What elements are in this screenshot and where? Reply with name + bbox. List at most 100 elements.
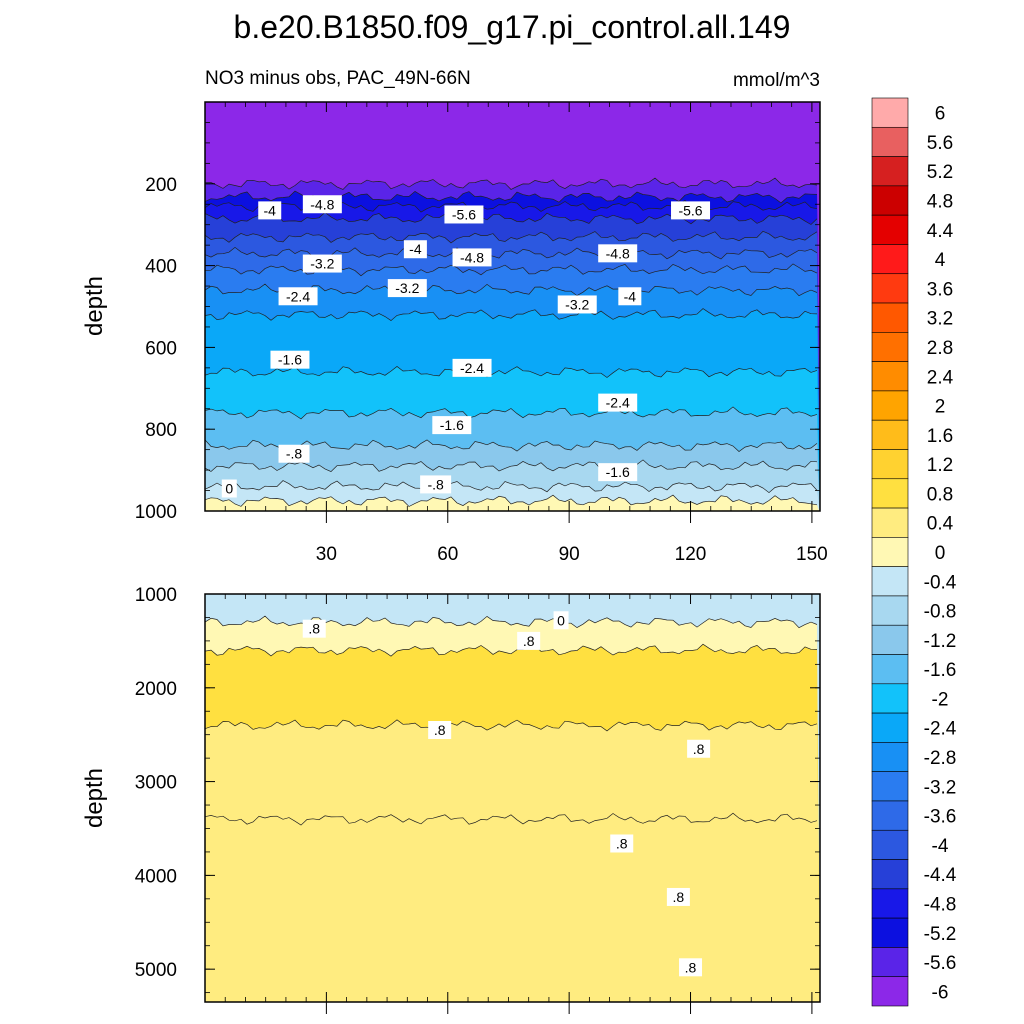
x-tick-label: 90 xyxy=(559,544,580,565)
contour-label: 0 xyxy=(553,611,569,630)
colorbar-swatch xyxy=(871,302,909,333)
x-tick-label: 30 xyxy=(316,544,337,565)
lower-contour-labels: 0 .8 .8 .8 .8 .8 .8 .8 xyxy=(302,611,711,977)
svg-text:-4.8: -4.8 xyxy=(460,249,484,265)
svg-text:.8: .8 xyxy=(673,889,685,905)
colorbar-swatch xyxy=(871,829,909,860)
colorbar-label: -3.2 xyxy=(924,777,957,798)
colorbar-label: 5.6 xyxy=(927,133,953,154)
upper-contour-labels: -4 -4.8-5.6 -5.6-4-4.8 -4.8-3.2-3.2-4-2.4-3… xyxy=(221,195,711,498)
svg-text:-3.2: -3.2 xyxy=(310,256,334,272)
colorbar-label: 3.2 xyxy=(927,309,953,330)
contour-label: .8 xyxy=(687,739,711,758)
svg-text:-4: -4 xyxy=(264,202,277,218)
colorbar-label: -2 xyxy=(932,689,949,710)
upper-axes: 200 400 600 800 1000 xyxy=(135,101,820,523)
svg-text:0: 0 xyxy=(557,612,565,628)
colorbar-label: -5.6 xyxy=(924,953,957,974)
contour-label: .8 xyxy=(679,958,703,977)
colorbar-swatch xyxy=(871,683,909,714)
colorbar-label: 0.8 xyxy=(927,484,953,505)
y-tick-label: 600 xyxy=(145,338,177,359)
lower-axes: 1000 2000 3000 4000 5000 xyxy=(135,585,820,1014)
colorbar-swatch xyxy=(871,595,909,626)
colorbar-swatch xyxy=(871,419,909,450)
contour-label: -2.4 xyxy=(452,358,492,377)
colorbar-label: 2 xyxy=(935,397,946,418)
contour-line xyxy=(205,308,818,322)
contour-label: -1.6 xyxy=(598,463,638,482)
x-tick-label: 150 xyxy=(796,544,828,565)
colorbar-swatch xyxy=(871,712,909,743)
contour-label: -2.4 xyxy=(278,287,318,306)
y-tick-label: 4000 xyxy=(135,866,177,887)
y-tick-label: 2000 xyxy=(135,679,177,700)
contour-label: 0 xyxy=(221,479,237,498)
colorbar-label: -4.4 xyxy=(924,865,957,886)
lower-plot-frame xyxy=(204,593,821,1003)
contour-label: .8 xyxy=(666,887,690,906)
colorbar-swatch xyxy=(871,126,909,157)
colorbar-label: 1.2 xyxy=(927,455,953,476)
contour-label: .8 xyxy=(517,631,541,650)
colorbar-label: 0.4 xyxy=(927,514,954,535)
svg-text:-.8: -.8 xyxy=(286,446,303,462)
colorbar-swatch xyxy=(871,859,909,890)
x-tick-labels: 30 60 90 120 150 xyxy=(316,544,828,565)
svg-text:.8: .8 xyxy=(308,621,320,637)
contour-label: -5.6 xyxy=(444,205,484,224)
colorbar-swatch xyxy=(871,537,909,567)
colorbar-label: 6 xyxy=(935,104,946,125)
contour-line xyxy=(205,459,818,473)
colorbar-swatch xyxy=(871,214,909,245)
colorbar-swatch xyxy=(871,97,909,128)
colorbar-label: 5.2 xyxy=(927,162,953,183)
contour-label: .8 xyxy=(610,834,634,853)
contour-label: -4.8 xyxy=(598,244,638,263)
contour-line xyxy=(205,177,818,190)
colorbar-swatch xyxy=(871,449,909,480)
contour-label: -.8 xyxy=(420,475,452,494)
svg-text:-5.6: -5.6 xyxy=(678,202,702,218)
colorbar-swatch xyxy=(871,361,909,392)
colorbar-label: 4.8 xyxy=(927,192,953,213)
contour-label: -4 xyxy=(618,287,642,306)
svg-text:-2.4: -2.4 xyxy=(460,360,484,376)
units-label: mmol/m^3 xyxy=(733,70,820,91)
colorbar-label: -2.4 xyxy=(924,719,957,740)
colorbar-swatch xyxy=(871,478,909,509)
colorbar-label: 2.8 xyxy=(927,338,953,359)
svg-text:-3.2: -3.2 xyxy=(565,296,589,312)
y-tick-label: 1000 xyxy=(135,585,177,606)
colorbar-label: -2.8 xyxy=(924,748,957,769)
colorbar-label: -6 xyxy=(932,982,949,1003)
svg-text:-2.4: -2.4 xyxy=(606,395,630,411)
colorbar-swatch xyxy=(871,185,909,216)
x-tick-label: 60 xyxy=(437,544,458,565)
colorbar-label: -5.2 xyxy=(924,924,957,945)
svg-text:-4: -4 xyxy=(409,241,422,257)
svg-text:-2.4: -2.4 xyxy=(286,288,310,304)
colorbar-swatch xyxy=(871,771,909,802)
svg-text:.8: .8 xyxy=(693,741,705,757)
contour-line xyxy=(205,263,818,277)
y-tick-label: 3000 xyxy=(135,773,177,794)
contour-line xyxy=(205,212,818,225)
colorbar-label: 4.4 xyxy=(927,221,954,242)
colorbar-label: -0.8 xyxy=(924,602,957,623)
colorbar-label: 1.6 xyxy=(927,426,953,447)
y-tick-label: 400 xyxy=(145,257,177,278)
lower-panel: 0 .8 .8 .8 .8 .8 .8 .8 1000 2000 3000 4000 5000 dep… xyxy=(81,585,821,1014)
contour-label: -2.4 xyxy=(598,393,638,412)
colorbar-swatch xyxy=(871,566,909,597)
colorbar-swatch xyxy=(871,888,909,919)
colorbar-label: -4 xyxy=(932,836,949,857)
contour-label: -4 xyxy=(258,201,282,220)
contour-label: -1.6 xyxy=(432,416,472,435)
svg-text:-4.8: -4.8 xyxy=(606,245,630,261)
colorbar-swatch xyxy=(871,273,909,304)
colorbar-swatch xyxy=(871,917,909,948)
contour-line xyxy=(205,494,818,507)
svg-text:-1.6: -1.6 xyxy=(606,464,630,480)
